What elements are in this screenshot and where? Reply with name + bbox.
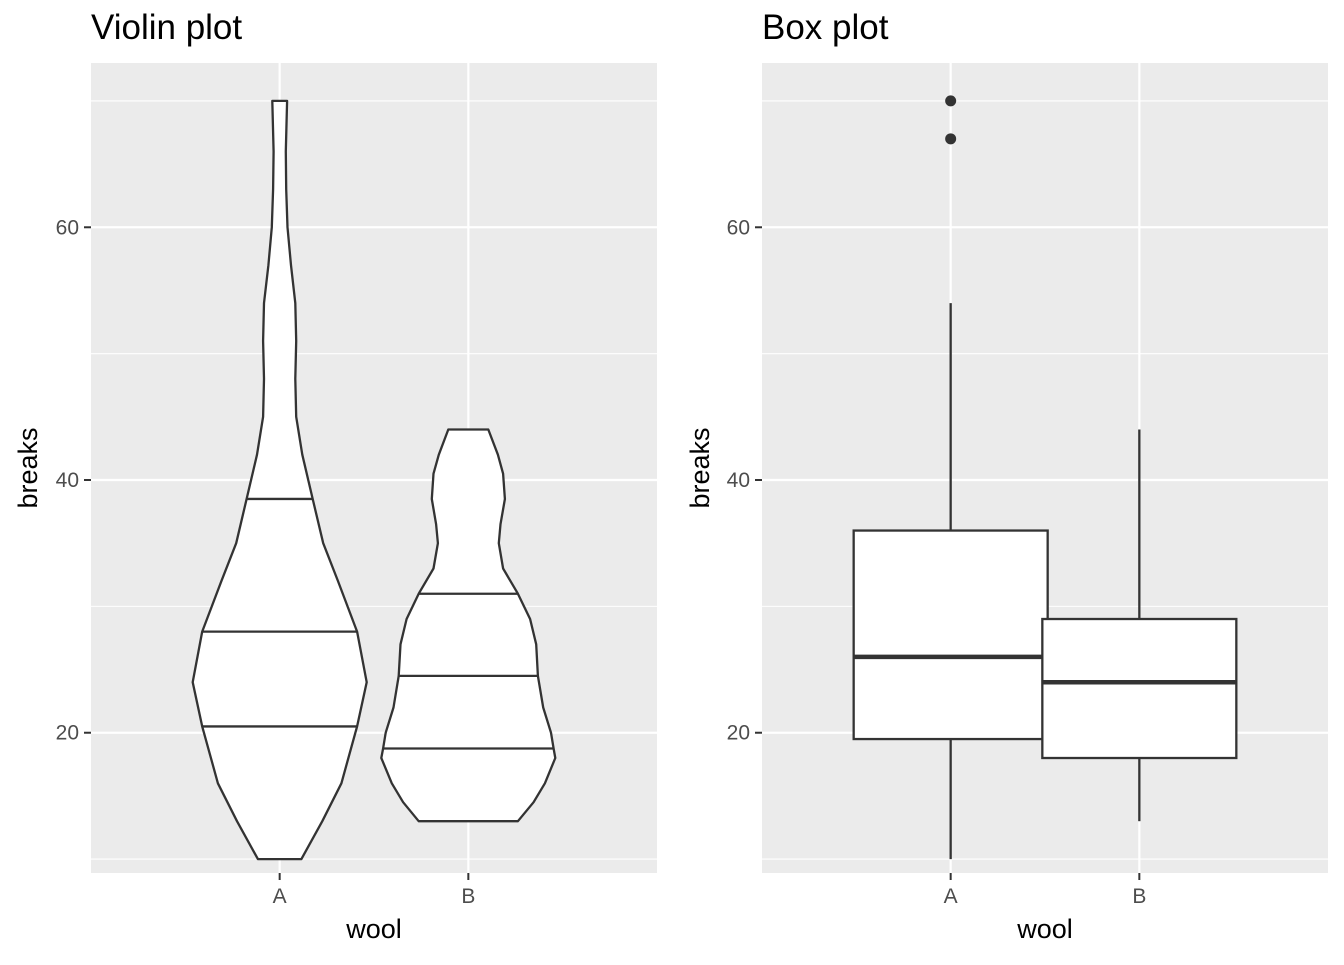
y-tick-label-20: 20 xyxy=(56,722,79,745)
box-plot-panel: Box plot 20 40 60 A B wool breaks xyxy=(685,8,1328,944)
y-tick-label-40: 40 xyxy=(56,469,79,492)
violin-a xyxy=(191,99,368,861)
y-tick-label-20: 20 xyxy=(727,722,750,745)
box-marks xyxy=(852,95,1238,860)
violin-plot-panel: Violin plot 20 40 60 A B wool breaks xyxy=(13,8,657,944)
x-tick-label-b: B xyxy=(1132,885,1146,908)
box-a xyxy=(852,95,1049,860)
box-body xyxy=(1041,617,1238,760)
box-plot-title: Box plot xyxy=(762,8,889,47)
box-x-ticks: A B xyxy=(944,873,1146,908)
box-y-axis-label: breaks xyxy=(685,427,715,508)
violin-plot-title: Violin plot xyxy=(91,8,242,47)
box-body xyxy=(852,529,1049,741)
violin-b xyxy=(380,428,557,823)
box-x-axis-label: wool xyxy=(1016,914,1073,944)
x-tick-label-a: A xyxy=(944,885,958,908)
outlier-point xyxy=(945,95,957,107)
x-tick-label-a: A xyxy=(273,885,287,908)
violin-x-axis-label: wool xyxy=(345,914,402,944)
outlier-point xyxy=(945,133,957,145)
violin-x-ticks: A B xyxy=(273,873,475,908)
box-y-ticks: 20 40 60 xyxy=(727,216,762,745)
violin-y-ticks: 20 40 60 xyxy=(56,216,91,745)
violin-marks xyxy=(191,99,557,861)
y-tick-label-40: 40 xyxy=(727,469,750,492)
violin-y-axis-label: breaks xyxy=(13,427,43,508)
y-tick-label-60: 60 xyxy=(56,216,79,239)
y-tick-label-60: 60 xyxy=(727,216,750,239)
violin-plot-area xyxy=(91,63,657,873)
x-tick-label-b: B xyxy=(461,885,475,908)
box-b xyxy=(1041,429,1238,822)
